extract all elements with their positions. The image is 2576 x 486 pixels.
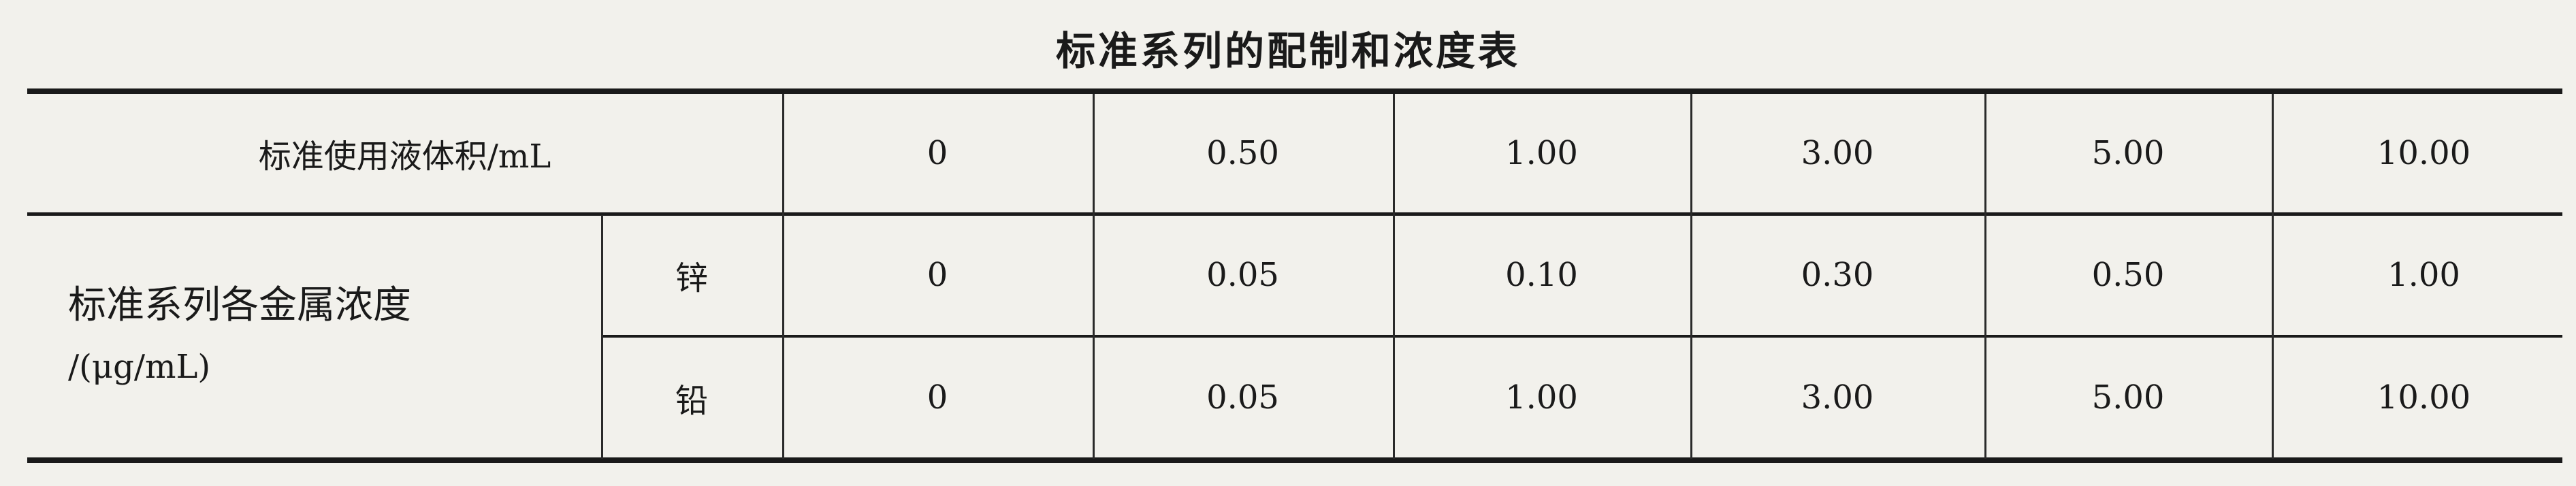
volume-value-cell: 10.00 bbox=[2377, 134, 2471, 172]
column-divider bbox=[1093, 94, 1095, 459]
zinc-label: 锌 bbox=[675, 259, 708, 297]
volume-value-cell: 0 bbox=[927, 134, 948, 172]
top-rule bbox=[27, 88, 2562, 94]
lead-label: 铅 bbox=[675, 382, 708, 420]
zinc-value-cell: 0.10 bbox=[1505, 256, 1578, 294]
zinc-value-cell: 0.05 bbox=[1206, 256, 1279, 294]
zinc-value-cell: 0 bbox=[927, 256, 948, 294]
column-divider bbox=[1690, 94, 1692, 459]
volume-row-label: 标准使用液体积/mL bbox=[258, 137, 551, 176]
lead-value-cell: 5.00 bbox=[2091, 378, 2165, 417]
column-divider bbox=[782, 94, 784, 459]
lead-value-cell: 0.05 bbox=[1206, 378, 1279, 417]
zinc-value-cell: 0.30 bbox=[1801, 256, 1874, 294]
volume-value-cell: 3.00 bbox=[1801, 134, 1874, 172]
lead-value-cell: 10.00 bbox=[2377, 378, 2471, 417]
concentration-label: 标准系列各金属浓度 /(μg/mL) bbox=[27, 215, 601, 457]
row-divider bbox=[601, 335, 2562, 338]
concentration-label-line1: 标准系列各金属浓度 bbox=[68, 283, 411, 327]
row-divider bbox=[27, 212, 2562, 216]
column-divider bbox=[2272, 94, 2274, 459]
zinc-value-cell: 1.00 bbox=[2387, 256, 2460, 294]
concentration-label-unit: /(μg/mL) bbox=[68, 348, 211, 386]
lead-value-cell: 0 bbox=[927, 378, 948, 417]
zinc-value-cell: 0.50 bbox=[2091, 256, 2165, 294]
column-divider bbox=[1984, 94, 1986, 459]
lead-value-cell: 1.00 bbox=[1505, 378, 1578, 417]
column-divider bbox=[601, 215, 603, 459]
volume-value-cell: 5.00 bbox=[2091, 134, 2165, 172]
table-title: 标准系列的配制和浓度表 bbox=[1055, 28, 1520, 74]
volume-value-cell: 1.00 bbox=[1505, 134, 1578, 172]
lead-value-cell: 3.00 bbox=[1801, 378, 1874, 417]
column-divider bbox=[1393, 94, 1395, 459]
volume-value-cell: 0.50 bbox=[1206, 134, 1279, 172]
bottom-rule bbox=[27, 457, 2562, 463]
